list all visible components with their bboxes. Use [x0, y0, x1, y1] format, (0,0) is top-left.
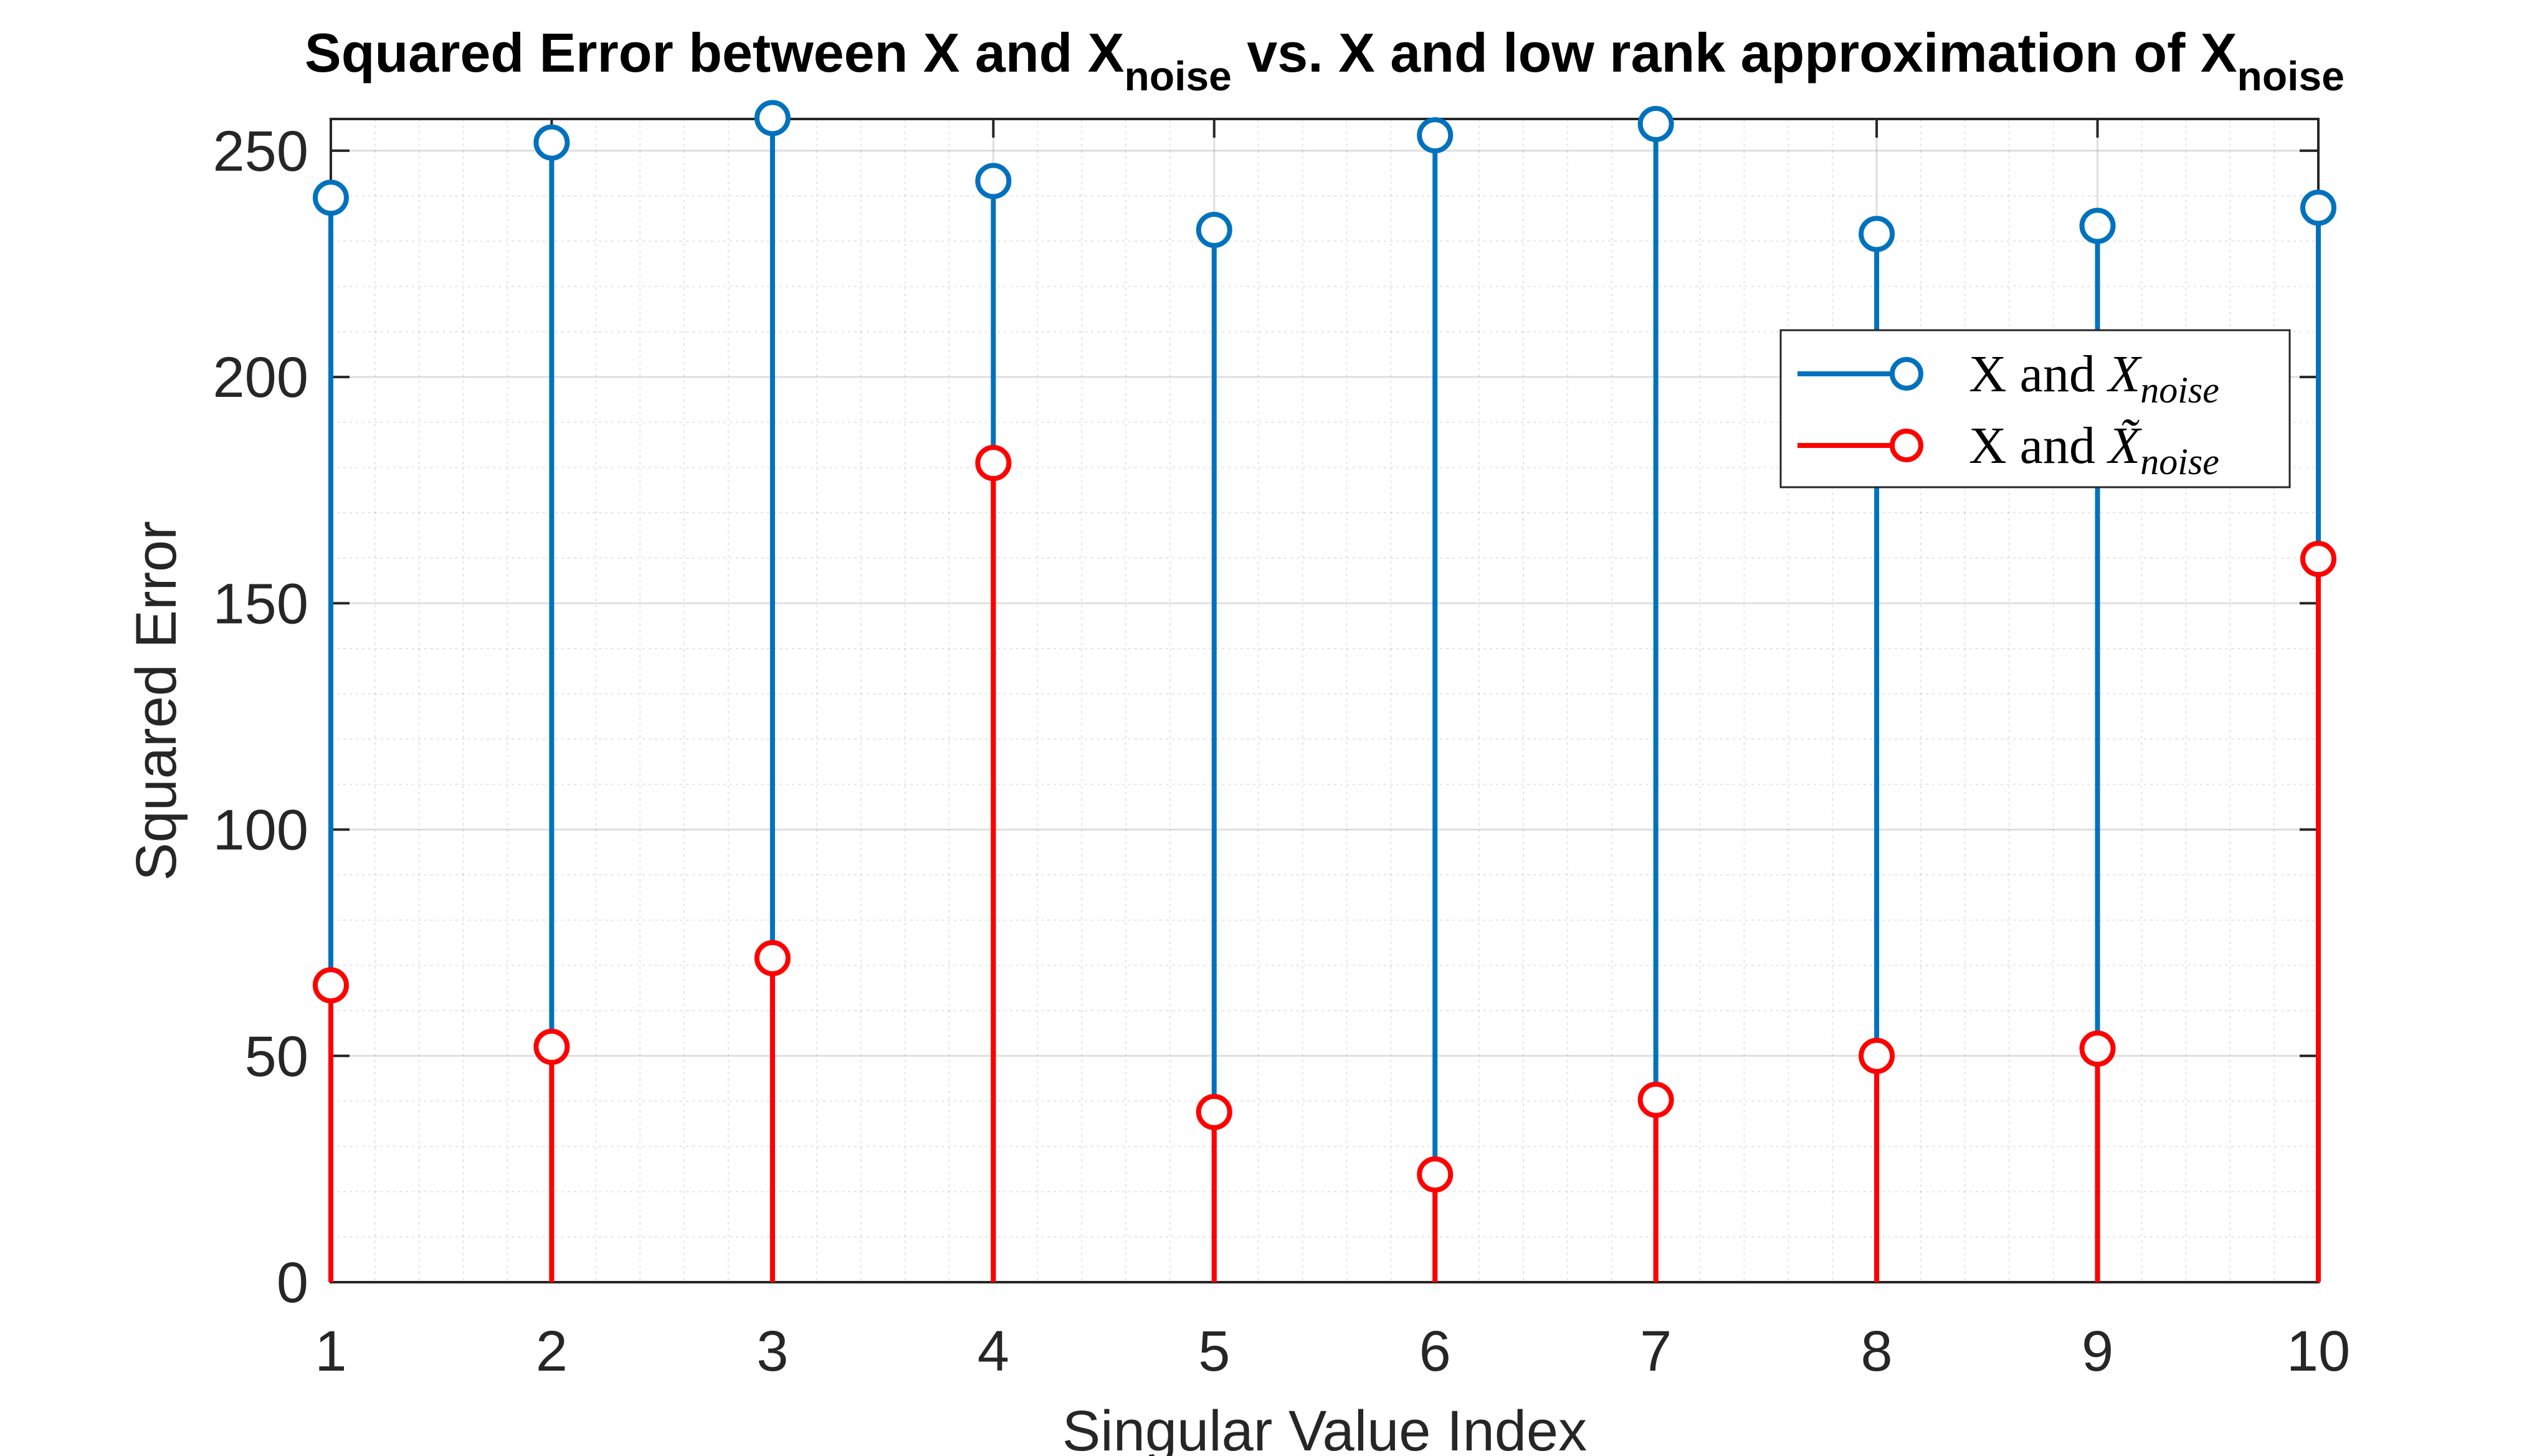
series-2: [313, 445, 2336, 1282]
y-tick-label: 100: [213, 799, 309, 862]
y-tick-label: 250: [213, 120, 309, 183]
x-tick-label: 5: [1198, 1320, 1230, 1383]
legend-box: [1779, 329, 2291, 488]
y-tick-label: 200: [213, 346, 309, 409]
chart-title: Squared Error between X and Xnoise vs. X…: [305, 22, 2345, 99]
minor-grid: [331, 119, 2318, 1282]
stem-marker: [1859, 216, 1895, 252]
y-axis-label: Squared Error: [125, 521, 188, 881]
stem-marker: [1196, 1093, 1232, 1130]
plot-area: [331, 119, 2318, 1282]
x-tick-label: 4: [978, 1320, 1009, 1383]
stem-marker: [2079, 207, 2116, 244]
stem-marker: [2300, 541, 2336, 578]
title-main: Squared Error between X and X: [305, 22, 1124, 83]
stem-marker: [533, 124, 570, 161]
x-tick-label: 10: [2287, 1320, 2350, 1383]
stem-marker: [313, 967, 349, 1004]
stem-marker: [975, 445, 1012, 482]
x-tick-label: 1: [315, 1320, 346, 1383]
stem-marker: [754, 940, 791, 976]
x-axis-label: Singular Value Index: [1062, 1399, 1587, 1456]
stem-marker: [313, 179, 349, 216]
stem-marker: [2079, 1030, 2116, 1067]
stem-marker: [975, 163, 1012, 199]
legend-marker: [1890, 357, 1923, 391]
legend-entry-1: X and Xnoise: [1797, 345, 2219, 411]
x-tick-label: 6: [1419, 1320, 1451, 1383]
stem-marker: [1637, 1082, 1674, 1118]
x-tick-label: 8: [1861, 1320, 1893, 1383]
legend-marker: [1890, 429, 1923, 462]
stem-marker: [1196, 211, 1232, 248]
y-tick-label: 150: [213, 572, 309, 635]
stem-marker: [1417, 1156, 1454, 1193]
title-subscript-1: noise: [1125, 53, 1232, 99]
x-tick-label: 7: [1640, 1320, 1672, 1383]
x-tick-label: 2: [536, 1320, 568, 1383]
title-subscript-2: noise: [2237, 53, 2345, 99]
legend-label: X and X̃noise: [1969, 417, 2219, 482]
x-tick-label: 3: [756, 1320, 788, 1383]
stem-marker: [533, 1029, 570, 1065]
stem-marker: [2300, 189, 2336, 226]
x-tick-labels: 1 2 3 4 5 6 7 8 9 10: [315, 1320, 2350, 1383]
y-tick-label: 0: [277, 1251, 308, 1315]
stem-marker: [754, 100, 791, 136]
x-tick-label: 9: [2082, 1320, 2113, 1383]
stem-marker: [1859, 1037, 1895, 1074]
legend-entry-2: X and X̃noise: [1797, 417, 2219, 482]
stem-marker: [1417, 117, 1454, 154]
legend-label: X and Xnoise: [1969, 345, 2219, 411]
y-tick-labels: 0 50 100 150 200 250: [213, 120, 309, 1315]
y-tick-label: 50: [245, 1025, 308, 1088]
stem-marker: [1637, 105, 1674, 142]
title-middle: vs. X and low rank approximation of X: [1232, 22, 2237, 83]
